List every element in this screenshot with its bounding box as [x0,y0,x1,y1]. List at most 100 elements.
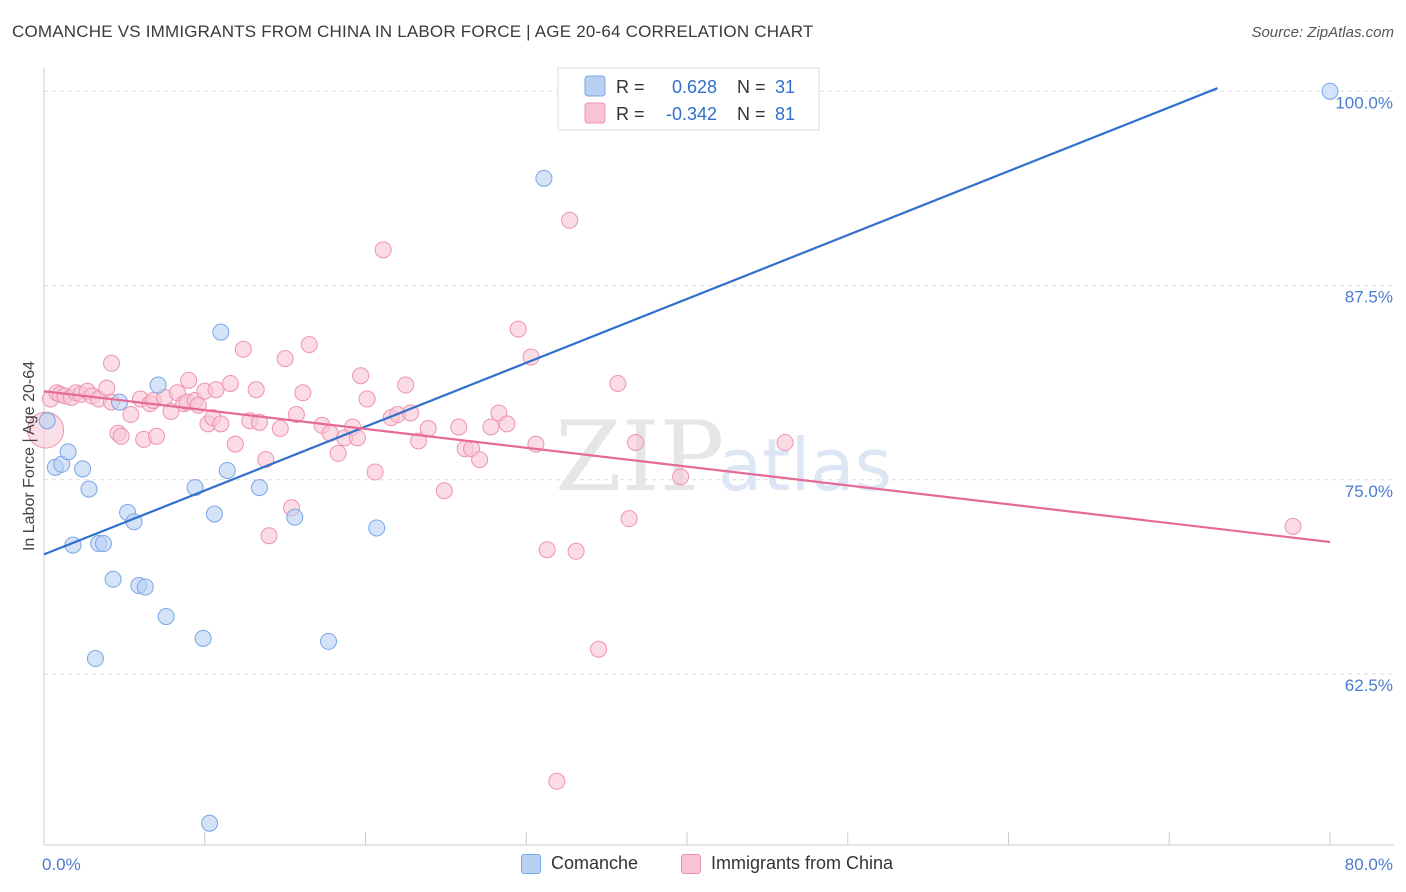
china-trendline [43,390,1331,544]
china-point[interactable] [620,510,638,528]
china-point[interactable] [482,418,500,436]
comanche-point[interactable] [149,376,167,394]
comanche-point[interactable] [111,393,129,411]
legend-n-label-china: N = [737,104,766,124]
comanche-point[interactable] [212,323,230,341]
china-point[interactable] [509,320,527,338]
china-point[interactable] [561,211,579,229]
gridlines [44,90,1394,675]
legend-n-value-comanche: 31 [775,77,795,97]
china-point[interactable] [271,420,289,438]
china-point[interactable] [226,435,244,453]
comanche-point[interactable] [1321,82,1339,100]
china-point[interactable] [366,463,384,481]
china-point[interactable] [148,427,166,445]
china-point[interactable] [122,406,140,424]
china-point[interactable] [212,415,230,433]
legend-r-value-china: -0.342 [666,104,717,124]
china-point[interactable] [498,415,516,433]
y-axis-label: In Labor Force | Age 20-64 [21,361,38,551]
legend-item-china[interactable]: Immigrants from China [681,853,893,874]
china-point[interactable] [548,772,566,790]
china-point[interactable] [410,432,428,450]
china-point[interactable] [567,542,585,560]
comanche-point[interactable] [250,479,268,497]
source-label: Source: ZipAtlas.com [1251,24,1394,41]
comanche-point[interactable] [205,505,223,523]
y-tick-label: 100.0% [1335,93,1393,112]
comanche-point[interactable] [157,608,175,626]
comanche-point[interactable] [320,632,338,650]
china-point[interactable] [250,413,268,431]
comanche-point[interactable] [194,629,212,647]
y-tick-label: 87.5% [1345,288,1393,307]
china-point[interactable] [180,371,198,389]
china-point[interactable] [374,241,392,259]
legend-r-label-comanche: R = [616,77,645,97]
china-point[interactable] [776,434,794,452]
china-point[interactable] [471,451,489,469]
legend-r-value-comanche: 0.628 [672,77,717,97]
comanche-point[interactable] [94,535,112,553]
x-ticks [43,832,1331,845]
china-point[interactable] [627,434,645,452]
china-point[interactable] [329,444,347,462]
legend-r-label-china: R = [616,104,645,124]
comanche-point[interactable] [80,480,98,498]
china-point[interactable] [103,354,121,372]
comanche-point[interactable] [86,650,104,668]
comanche-point[interactable] [38,412,56,430]
comanche-point[interactable] [186,479,204,497]
comanche-point[interactable] [104,570,122,588]
china-point[interactable] [538,541,556,559]
y-tick-labels: 62.5% 75.0% 87.5% 100.0% [1335,93,1393,695]
china-point[interactable] [112,427,130,445]
comanche-point[interactable] [368,519,386,537]
china-point[interactable] [276,350,294,368]
y-tick-label: 75.0% [1345,482,1393,501]
china-point[interactable] [590,640,608,658]
china-point[interactable] [450,418,468,436]
watermark-atlas: atlas [718,423,892,507]
china-point[interactable] [207,381,225,399]
series-legend: Comanche Immigrants from China [0,850,1406,880]
watermark: ZIP atlas [555,401,892,513]
watermark-zip: ZIP [555,401,724,513]
china-point[interactable] [358,390,376,408]
series-comanche [38,82,1339,832]
comanche-point[interactable] [286,508,304,526]
china-point[interactable] [247,381,265,399]
china-point[interactable] [672,468,690,486]
legend-item-comanche[interactable]: Comanche [521,853,638,874]
comanche-point[interactable] [535,169,553,187]
legend-label-comanche: Comanche [551,853,639,873]
china-point[interactable] [1284,517,1302,535]
china-point[interactable] [397,376,415,394]
comanche-point[interactable] [218,461,236,479]
china-point[interactable] [294,384,312,402]
comanche-point[interactable] [201,814,219,832]
correlation-legend: R = 0.628 N = 31 R = -0.342 N = 81 [557,67,820,131]
legend-swatch-china [584,102,606,124]
china-point[interactable] [419,420,437,438]
china-point[interactable] [221,374,239,392]
legend-n-label-comanche: N = [737,77,766,97]
legend-swatch-comanche-bottom [521,853,541,874]
comanche-point[interactable] [59,443,77,461]
china-point[interactable] [435,482,453,500]
chart-title: COMANCHE VS IMMIGRANTS FROM CHINA IN LAB… [12,22,814,41]
china-point[interactable] [234,340,252,358]
comanche-trendline [43,87,1218,556]
china-point[interactable] [609,374,627,392]
china-point[interactable] [352,367,370,385]
x-tick-labels: 0.0% 80.0% [42,855,1393,874]
china-point[interactable] [260,527,278,545]
china-point[interactable] [287,406,305,424]
legend-label-china: Immigrants from China [711,853,894,873]
comanche-point[interactable] [74,460,92,478]
china-point[interactable] [300,336,318,354]
comanche-point[interactable] [136,578,154,596]
legend-swatch-comanche [584,75,606,97]
legend-n-value-china: 81 [775,104,795,124]
